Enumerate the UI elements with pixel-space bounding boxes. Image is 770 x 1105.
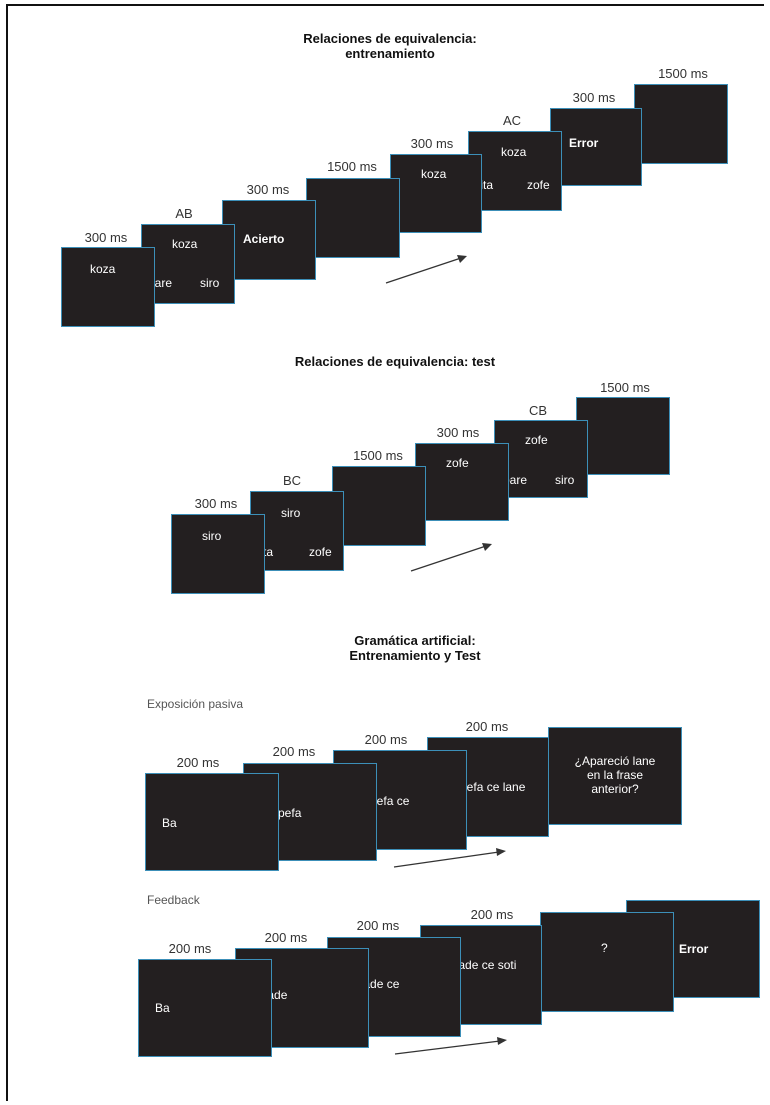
s2-step5-screen: zofe bare siro bbox=[494, 420, 588, 498]
s1-step2-screen: koza bare siro bbox=[141, 224, 235, 304]
p-step1-screen: Ba bbox=[145, 773, 279, 871]
p-step1-label: 200 ms bbox=[176, 755, 220, 770]
s2-step5-label: CB bbox=[528, 403, 548, 418]
s2-step4-label: 300 ms bbox=[436, 425, 480, 440]
p-step5-line2: en la frase bbox=[586, 768, 644, 782]
s1-step2-right: siro bbox=[200, 276, 220, 290]
section1-title-line1: Relaciones de equivalencia: bbox=[303, 31, 477, 46]
p-step1-text: Ba bbox=[162, 816, 177, 830]
s2-step5-top: zofe bbox=[525, 433, 548, 447]
passive-sequence-arrow bbox=[393, 848, 506, 868]
s1-step7-label: 300 ms bbox=[572, 90, 616, 105]
s1-step4-screen bbox=[306, 178, 400, 258]
p-step5-line3: anterior? bbox=[591, 782, 639, 796]
s2-step4-screen: zofe bbox=[415, 443, 509, 521]
s1-step1-screen: koza bbox=[61, 247, 155, 327]
s2-step1-text: siro bbox=[202, 529, 222, 543]
f-step1-screen: Ba bbox=[138, 959, 272, 1057]
s1-step2-top: koza bbox=[172, 237, 198, 251]
s1-step2-label: AB bbox=[175, 206, 193, 221]
section1-title-line2: entrenamiento bbox=[345, 46, 435, 61]
s2-step1-label: 300 ms bbox=[194, 496, 238, 511]
feedback-subtitle: Feedback bbox=[147, 893, 200, 907]
passive-subtitle: Exposición pasiva bbox=[147, 697, 244, 711]
s2-step4-text: zofe bbox=[446, 456, 469, 470]
s1-step8-screen bbox=[634, 84, 728, 164]
s2-step2-label: BC bbox=[282, 473, 302, 488]
section3-title-line1: Gramática artificial: bbox=[354, 633, 476, 648]
s1-step5-screen: koza bbox=[390, 154, 482, 233]
p-step5-text: ¿Apareció lane en la frase anterior? bbox=[549, 754, 681, 796]
s2-sequence-arrow bbox=[410, 543, 492, 572]
f-step6-text: Error bbox=[679, 942, 709, 956]
s1-sequence-arrow bbox=[385, 255, 467, 284]
s1-step5-text: koza bbox=[421, 167, 447, 181]
s1-step6-label: AC bbox=[502, 113, 522, 128]
s2-step2-top: siro bbox=[281, 506, 301, 520]
s2-step2-right: zofe bbox=[309, 545, 332, 559]
section1-title: Relaciones de equivalencia: entrenamient… bbox=[280, 31, 500, 61]
section3-title: Gramática artificial: Entrenamiento y Te… bbox=[315, 633, 515, 663]
s1-step6-screen: koza fita zofe bbox=[468, 131, 562, 211]
s2-step6-label: 1500 ms bbox=[600, 380, 650, 395]
s1-step1-text: koza bbox=[90, 262, 116, 276]
p-step4-label: 200 ms bbox=[465, 719, 509, 734]
s2-step1-screen: siro bbox=[171, 514, 265, 594]
s2-step5-right: siro bbox=[555, 473, 575, 487]
p-step3-label: 200 ms bbox=[364, 732, 408, 747]
s1-step5-label: 300 ms bbox=[410, 136, 454, 151]
s1-step7-text: Error bbox=[569, 136, 599, 150]
f-step5-screen: ? bbox=[540, 912, 674, 1012]
section2-title: Relaciones de equivalencia: test bbox=[294, 354, 496, 369]
f-step4-label: 200 ms bbox=[470, 907, 514, 922]
s2-step6-screen bbox=[576, 397, 670, 475]
s1-step3-screen: Acierto bbox=[222, 200, 316, 280]
f-step2-label: 200 ms bbox=[264, 930, 308, 945]
s1-step6-right: zofe bbox=[527, 178, 550, 192]
s1-step3-label: 300 ms bbox=[246, 182, 290, 197]
f-step1-label: 200 ms bbox=[168, 941, 212, 956]
section3-title-line2: Entrenamiento y Test bbox=[349, 648, 481, 663]
s1-step7-screen: Error bbox=[550, 108, 642, 186]
p-step5-line1: ¿Apareció lane bbox=[574, 754, 656, 768]
s2-step5-left: bare bbox=[503, 473, 528, 487]
feedback-sequence-arrow bbox=[394, 1037, 507, 1055]
f-step5-text: ? bbox=[601, 941, 608, 955]
s1-step1-label: 300 ms bbox=[84, 230, 128, 245]
f-step1-text: Ba bbox=[155, 1001, 170, 1015]
p-step2-label: 200 ms bbox=[272, 744, 316, 759]
s1-step6-top: koza bbox=[501, 145, 527, 159]
s1-step8-label: 1500 ms bbox=[658, 66, 708, 81]
p-step5-screen: ¿Apareció lane en la frase anterior? bbox=[548, 727, 682, 825]
s2-step3-screen bbox=[332, 466, 426, 546]
figure-frame bbox=[6, 4, 764, 1101]
s2-step3-label: 1500 ms bbox=[353, 448, 403, 463]
f-step3-label: 200 ms bbox=[356, 918, 400, 933]
s1-step3-text: Acierto bbox=[243, 232, 285, 246]
s1-step4-label: 1500 ms bbox=[327, 159, 377, 174]
